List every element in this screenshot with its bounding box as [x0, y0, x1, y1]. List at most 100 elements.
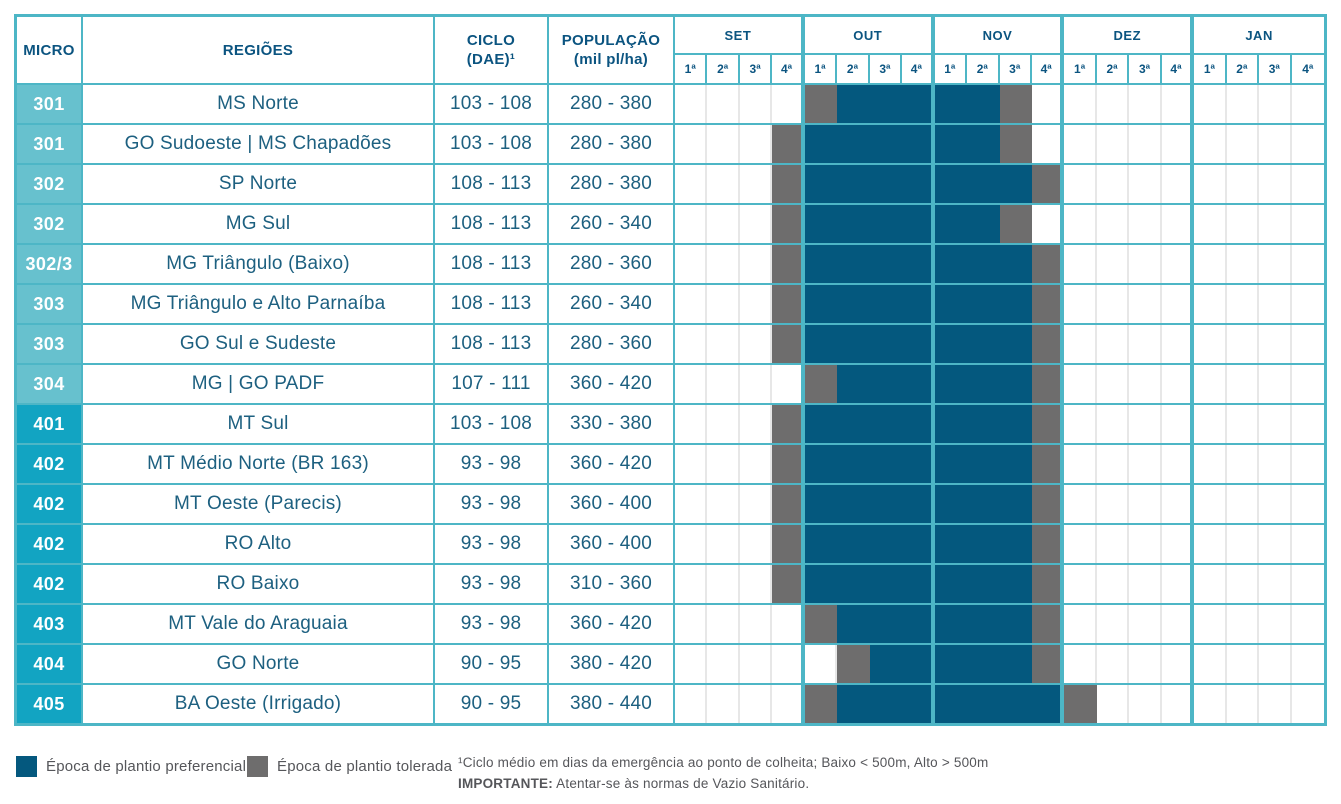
gantt-cell [869, 605, 903, 643]
week-header: 4ª [1032, 55, 1065, 83]
gantt-cell [804, 685, 838, 723]
legend-item-preferencial: Época de plantio preferencial [16, 756, 246, 777]
ciclo-label-line2: (DAE)¹ [466, 51, 516, 68]
gantt-cell [1292, 85, 1324, 123]
gantt-cell [869, 205, 903, 243]
micro-code: 402 [17, 445, 81, 483]
gantt-cell [869, 85, 903, 123]
gantt-cell [902, 485, 935, 523]
gantt-cell [967, 405, 1000, 443]
region-name: MG Sul [83, 205, 433, 243]
region-name: SP Norte [83, 165, 433, 203]
gantt-cell [1031, 325, 1065, 363]
gantt-cell [1194, 285, 1227, 323]
region-name: MG Triângulo (Baixo) [83, 245, 433, 283]
populacao-label-line2: (mil pl/ha) [573, 51, 649, 68]
footnote-ciclo: ¹Ciclo médio em dias da emergência ao po… [458, 755, 989, 770]
gantt-cell [1064, 205, 1097, 243]
ciclo-value: 90 - 95 [435, 685, 547, 723]
planting-window-row [675, 325, 1324, 363]
gantt-cell [837, 365, 870, 403]
gantt-cell [1292, 285, 1324, 323]
gantt-cell [1031, 645, 1065, 683]
populacao-value: 260 - 340 [549, 205, 673, 243]
gantt-cell [772, 525, 805, 563]
gantt-cell [1129, 205, 1162, 243]
micro-code: 404 [17, 645, 81, 683]
micro-code: 302 [17, 205, 81, 243]
gantt-cell [1032, 125, 1065, 163]
gantt-cell [772, 85, 805, 123]
gantt-cell [869, 565, 903, 603]
gantt-cell [1097, 685, 1130, 723]
gantt-cell [999, 445, 1032, 483]
gantt-cell [772, 285, 805, 323]
gantt-cell [707, 85, 740, 123]
micro-code: 405 [17, 685, 81, 723]
gantt-cell [707, 245, 740, 283]
gantt-cell [740, 325, 773, 363]
gantt-cell [902, 125, 935, 163]
gantt-cell [804, 125, 838, 163]
gantt-cell [804, 525, 838, 563]
gantt-cell [1162, 365, 1195, 403]
gantt-cell [1227, 245, 1260, 283]
gantt-cell [999, 485, 1032, 523]
gantt-cell [1194, 85, 1227, 123]
gantt-cell [1064, 325, 1097, 363]
gantt-cell [1097, 125, 1130, 163]
gantt-cell [740, 605, 773, 643]
gantt-cell [1064, 645, 1097, 683]
gantt-cell [934, 605, 968, 643]
gantt-cell [1162, 325, 1195, 363]
populacao-value: 280 - 360 [549, 245, 673, 283]
planting-calendar-table: MICRO REGIÕES CICLO (DAE)¹ POPULAÇÃO (mi… [14, 14, 1327, 726]
gantt-cell [675, 405, 708, 443]
ciclo-value: 108 - 113 [435, 205, 547, 243]
gantt-cell [1227, 165, 1260, 203]
gantt-cell [967, 485, 1000, 523]
gantt-cell [675, 525, 708, 563]
gantt-cell [1097, 205, 1130, 243]
gantt-cell [1292, 405, 1324, 443]
gantt-cell [1031, 525, 1065, 563]
gantt-cell [967, 685, 1000, 723]
gantt-cell [1194, 685, 1227, 723]
gantt-cell [869, 445, 903, 483]
gantt-cell [772, 165, 805, 203]
gantt-cell [1259, 125, 1292, 163]
gantt-cell [934, 485, 968, 523]
gantt-cell [837, 485, 870, 523]
gantt-cell [740, 405, 773, 443]
gantt-cell [967, 445, 1000, 483]
populacao-value: 360 - 420 [549, 605, 673, 643]
gantt-cell [675, 645, 708, 683]
populacao-value: 380 - 440 [549, 685, 673, 723]
micro-code: 401 [17, 405, 81, 443]
gantt-cell [1227, 605, 1260, 643]
gantt-cell [1162, 125, 1195, 163]
month-header-set: SET [675, 17, 805, 55]
gantt-cell [934, 525, 968, 563]
planting-window-row [675, 125, 1324, 163]
gantt-cell [837, 125, 870, 163]
gantt-cell [837, 245, 870, 283]
week-header: 4ª [1162, 55, 1195, 83]
gantt-cell [1292, 205, 1324, 243]
gantt-cell [902, 565, 935, 603]
populacao-value: 280 - 380 [549, 165, 673, 203]
gantt-cell [707, 325, 740, 363]
gantt-cell [1162, 205, 1195, 243]
ciclo-label-line1: CICLO [466, 32, 516, 49]
gantt-cell [967, 125, 1000, 163]
week-header: 2ª [1097, 55, 1130, 83]
gantt-cell [1097, 165, 1130, 203]
footnote-importante-label: IMPORTANTE: [458, 776, 553, 791]
gantt-cell [1194, 485, 1227, 523]
micro-code: 301 [17, 85, 81, 123]
gantt-cell [804, 165, 838, 203]
gantt-cell [1129, 325, 1162, 363]
gantt-cell [967, 645, 1000, 683]
gantt-cell [1227, 285, 1260, 323]
gantt-cell [1064, 605, 1097, 643]
